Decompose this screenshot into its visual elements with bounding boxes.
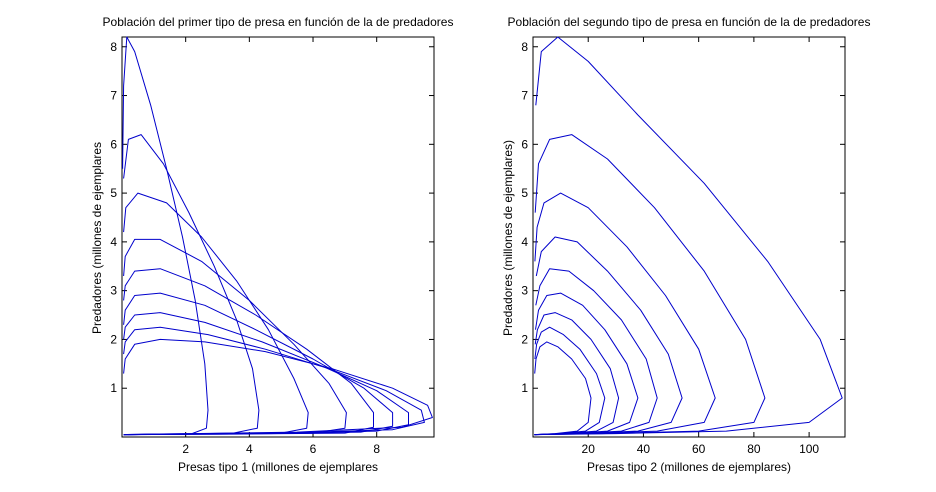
chart-right-series-line-4 (534, 236, 683, 436)
chart-right-series-line-5 (534, 268, 658, 436)
chart-left-ticks: 2 4 6 8 1 2 3 4 5 6 7 8 (110, 37, 434, 456)
chart-left: Población del primer tipo de presa en fu… (90, 15, 453, 474)
chart-right: Población del segundo tipo de presa en f… (501, 15, 870, 474)
chart-left-ytick-label: 8 (110, 40, 117, 54)
chart-left-ytick-label: 5 (110, 186, 117, 200)
chart-right-ytick-label: 5 (521, 186, 528, 200)
chart-left-ytick-label: 1 (110, 381, 117, 395)
chart-right-series-line-9 (534, 341, 592, 436)
chart-right-series-line-1 (534, 36, 843, 436)
chart-left-xtick-label: 2 (182, 442, 189, 456)
chart-right-ytick-label: 3 (521, 284, 528, 298)
chart-left-xtick-label: 6 (310, 442, 317, 456)
chart-left-series-line-5 (123, 268, 374, 436)
chart-left-series-line-8 (123, 326, 425, 436)
chart-right-ticks: 20 40 60 80 100 1 2 3 4 5 6 7 8 (521, 37, 845, 456)
chart-left-series-line-1 (122, 36, 209, 436)
chart-left-ytick-label: 3 (110, 284, 117, 298)
chart-left-xtick-label: 4 (246, 442, 253, 456)
chart-left-ytick-label: 2 (110, 332, 117, 346)
chart-right-ytick-label: 7 (521, 89, 528, 103)
chart-right-series-line-3 (534, 192, 716, 436)
chart-right-xtick-label: 60 (692, 442, 706, 456)
chart-right-xtick-label: 20 (582, 442, 596, 456)
chart-left-plot-area (121, 36, 435, 438)
chart-left-xtick-label: 8 (373, 442, 380, 456)
chart-left-ytick-label: 4 (110, 235, 117, 249)
chart-left-series (122, 36, 433, 436)
chart-left-title: Población del primer tipo de presa en fu… (103, 15, 454, 29)
chart-left-series-line-9 (123, 338, 433, 436)
chart-right-series-line-8 (534, 326, 606, 436)
chart-left-series-line-6 (123, 292, 394, 436)
chart-right-xlabel: Presas tipo 2 (millones de ejemplares) (587, 460, 791, 474)
chart-right-plot-area (532, 36, 846, 438)
chart-right-ytick-label: 1 (521, 381, 528, 395)
chart-left-ytick-label: 7 (110, 89, 117, 103)
chart-right-xtick-label: 40 (637, 442, 651, 456)
chart-right-ylabel: Predadores (millones de ejemplares) (501, 140, 515, 336)
chart-left-ylabel: Predadores (millones de ejemplares (90, 142, 104, 334)
chart-left-ytick-label: 6 (110, 137, 117, 151)
chart-right-series-line-6 (534, 292, 639, 436)
chart-right-series-line-2 (534, 134, 766, 436)
chart-right-ytick-label: 2 (521, 332, 528, 346)
chart-right-xtick-label: 100 (799, 442, 819, 456)
chart-right-title: Población del segundo tipo de presa en f… (508, 15, 871, 29)
chart-right-ytick-label: 6 (521, 137, 528, 151)
chart-right-series (534, 36, 843, 436)
chart-right-series-line-7 (534, 312, 620, 436)
chart-right-xtick-label: 80 (747, 442, 761, 456)
chart-right-ytick-label: 8 (521, 40, 528, 54)
chart-left-xlabel: Presas tipo 1 (millones de ejemplares (178, 460, 378, 474)
chart-right-ytick-label: 4 (521, 235, 528, 249)
